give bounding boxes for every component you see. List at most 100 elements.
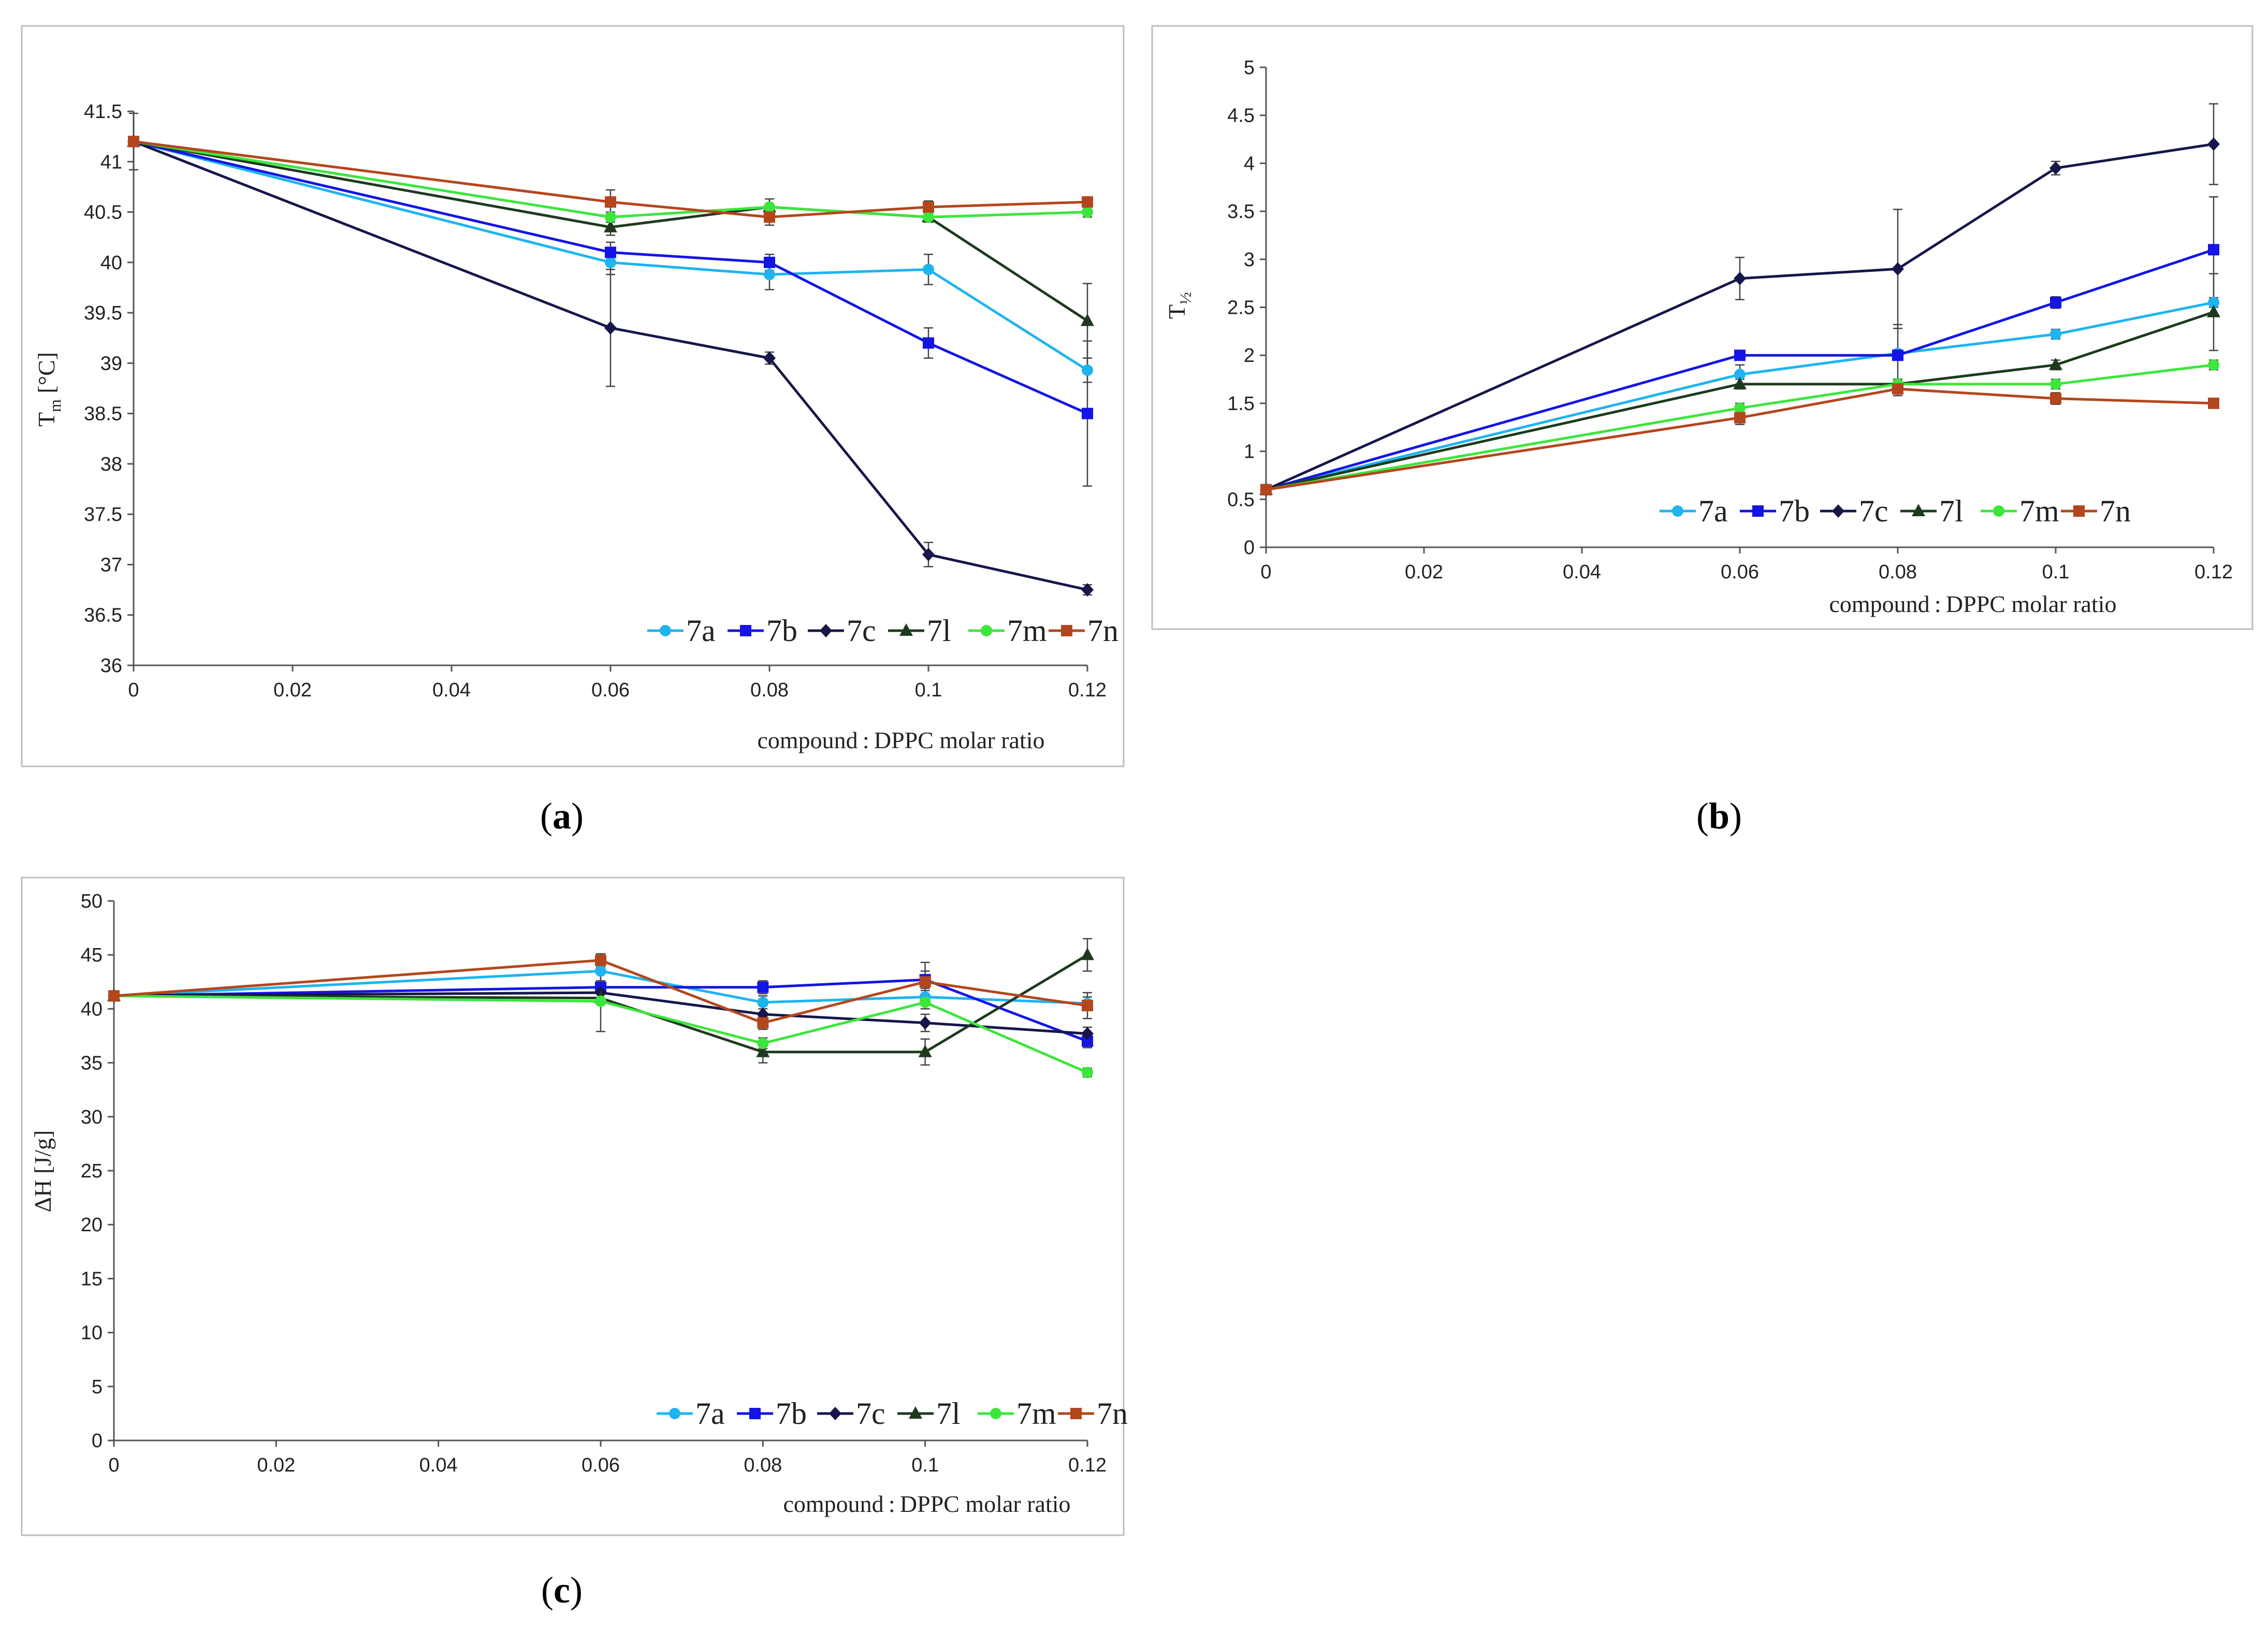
marker-7m-4 (1082, 1067, 1093, 1079)
marker-7n-4 (1082, 1000, 1093, 1012)
y-tick-label: 39.5 (84, 302, 122, 324)
x-tick-label: 0.06 (591, 679, 630, 701)
y-tick-label: 2 (1244, 345, 1255, 367)
marker-7m-3 (2050, 378, 2061, 390)
marker-7b-2 (757, 981, 769, 993)
marker-7m-4 (2208, 359, 2219, 371)
legend-entry-7m: 7m (1981, 494, 2059, 528)
marker-7m-1 (605, 211, 616, 223)
panel-caption: (b) (1696, 795, 1742, 837)
chart-frame (1151, 25, 2254, 630)
legend-entry-7a: 7a (657, 1396, 725, 1431)
legend-label-7l: 7l (1939, 494, 1964, 528)
caption-open: ( (540, 795, 553, 837)
legend-entry-7b: 7b (1740, 494, 1810, 528)
y-label-main: T (33, 412, 60, 427)
marker-7l-3 (2049, 357, 2062, 370)
caption-letter: c (554, 1569, 570, 1611)
legend-entry-7c: 7c (817, 1396, 885, 1431)
marker-7b-legend (1752, 505, 1764, 517)
x-tick-label: 0.04 (432, 679, 471, 701)
marker-7b-4 (2208, 244, 2219, 256)
caption-letter: b (1709, 795, 1729, 837)
marker-7c-legend (820, 624, 832, 637)
y-tick-label: 15 (81, 1268, 103, 1290)
marker-7n-legend (1070, 1408, 1082, 1419)
y-axis-label: ΔH [J/g] (30, 1130, 56, 1213)
legend-label-7a: 7a (695, 1396, 725, 1431)
x-tick-label: 0.1 (2042, 561, 2070, 583)
x-tick-label: 0.08 (750, 679, 789, 701)
y-tick-label: 40 (81, 998, 103, 1020)
caption-close: ) (570, 1569, 583, 1611)
y-axis-label: Tm [°C] (33, 352, 64, 427)
marker-7l-1 (1733, 376, 1747, 389)
legend-entry-7l: 7l (1900, 494, 1964, 528)
panel-c: 0 5 10 15 20 25 30 35 40 45 50 0 0.02 0.04 0.06 0.08 0.1… (21, 877, 1128, 1611)
marker-7c-legend (1832, 504, 1844, 518)
marker-7n-0 (128, 136, 139, 148)
x-axis-label: compound : DPPC molar ratio (1829, 591, 2116, 617)
y-tick-label: 38.5 (84, 403, 122, 425)
x-tick-label: 0.12 (2194, 561, 2233, 583)
marker-7c-2 (763, 351, 776, 365)
legend-entry-7b: 7b (737, 1396, 807, 1431)
legend-label-7b: 7b (766, 614, 797, 648)
legend-entry-7l: 7l (888, 614, 951, 648)
marker-7n-legend (2073, 505, 2085, 517)
marker-7c-3 (2049, 161, 2062, 175)
marker-7c-4 (1081, 583, 1094, 597)
x-tick-label: 0 (108, 1454, 119, 1476)
legend-entry-7b: 7b (728, 614, 797, 648)
legend-label-7m: 7m (2019, 494, 2059, 528)
marker-7b-4 (1082, 1035, 1093, 1047)
y-tick-label: 38 (100, 454, 122, 475)
marker-7a-3 (923, 264, 934, 275)
legend-entry-7n: 7n (1049, 614, 1118, 648)
legend-label-7b: 7b (776, 1396, 807, 1431)
y-tick-label: 41.5 (84, 101, 122, 123)
panel-b: 0 0.5 1 1.5 2 2.5 3 3.5 4 4.5 5 0 0.02 0.04 0.06 0.08 0.… (1151, 25, 2254, 837)
marker-7b-legend (740, 625, 751, 636)
y-tick-label: 37.5 (84, 504, 122, 526)
marker-7l-legend (899, 623, 913, 636)
marker-7c-3 (922, 548, 935, 561)
legend-entry-7n: 7n (1058, 1396, 1128, 1431)
panel-a: 36 36.5 37 37.5 38 38.5 39 39.5 40 40.5 41 41.5 0 0.0… (21, 25, 1125, 837)
marker-7n-3 (919, 976, 931, 988)
legend-entry-7a: 7a (647, 614, 716, 648)
y-tick-label: 0.5 (1227, 489, 1255, 511)
marker-7b-legend (749, 1408, 761, 1419)
legend-entry-7m: 7m (978, 1396, 1056, 1431)
marker-7m-1 (1734, 402, 1746, 414)
x-tick-label: 0 (1260, 561, 1271, 583)
y-tick-label: 20 (81, 1214, 103, 1236)
marker-7b-2 (1892, 350, 1903, 361)
chart-frame (21, 25, 1125, 767)
marker-7l-legend (1912, 504, 1925, 516)
legend-entry-7n: 7n (2061, 494, 2131, 528)
marker-7n-2 (1892, 383, 1903, 395)
marker-7c-3 (919, 1016, 932, 1030)
legend-label-7n: 7n (1087, 614, 1118, 648)
marker-7m-3 (923, 211, 934, 223)
y-tick-label: 10 (81, 1322, 103, 1344)
marker-7b-3 (923, 337, 934, 349)
marker-7b-4 (1082, 407, 1093, 419)
legend-label-7n: 7n (2100, 494, 2131, 528)
marker-7c-4 (1081, 1027, 1094, 1041)
y-tick-label: 40.5 (84, 202, 122, 224)
y-tick-label: 5 (1244, 57, 1255, 79)
caption-open: ( (541, 1569, 554, 1611)
legend-label-7c: 7c (1859, 494, 1888, 528)
marker-7a-2 (757, 996, 769, 1008)
marker-7c-legend (829, 1407, 841, 1420)
y-tick-label: 3.5 (1227, 201, 1255, 223)
x-tick-label: 0.02 (273, 679, 312, 701)
y-tick-label: 4 (1244, 153, 1255, 174)
marker-7n-1 (595, 954, 606, 966)
marker-7m-legend (981, 625, 992, 636)
legend-label-7l: 7l (936, 1396, 961, 1431)
marker-7b-3 (2050, 297, 2061, 309)
y-tick-label: 1 (1244, 441, 1255, 463)
